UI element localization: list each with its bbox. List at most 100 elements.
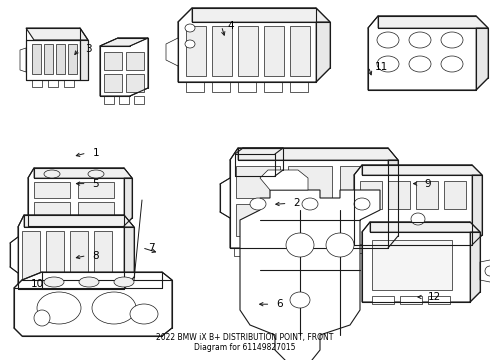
- Ellipse shape: [185, 24, 195, 32]
- Bar: [428, 296, 450, 304]
- Polygon shape: [166, 38, 178, 66]
- Bar: [126, 74, 144, 92]
- Bar: [212, 82, 230, 92]
- Bar: [186, 82, 204, 92]
- Polygon shape: [316, 22, 330, 82]
- Bar: [372, 240, 452, 290]
- Polygon shape: [476, 28, 488, 90]
- Ellipse shape: [114, 277, 134, 287]
- Ellipse shape: [130, 304, 158, 324]
- Bar: [288, 166, 332, 198]
- Bar: [264, 26, 284, 76]
- Bar: [388, 181, 410, 209]
- Bar: [70, 231, 88, 281]
- Bar: [104, 96, 114, 104]
- Bar: [288, 204, 332, 236]
- Bar: [286, 248, 306, 256]
- Bar: [48, 80, 58, 87]
- Ellipse shape: [354, 198, 370, 210]
- Bar: [32, 80, 42, 87]
- Text: 3: 3: [85, 44, 92, 54]
- Polygon shape: [480, 260, 490, 282]
- Ellipse shape: [37, 292, 81, 324]
- Polygon shape: [124, 227, 134, 289]
- Polygon shape: [34, 168, 132, 178]
- Text: 8: 8: [93, 251, 99, 261]
- Bar: [238, 26, 258, 76]
- Ellipse shape: [485, 266, 490, 276]
- Ellipse shape: [34, 310, 50, 326]
- Bar: [78, 182, 114, 198]
- Bar: [264, 82, 282, 92]
- Bar: [46, 231, 64, 281]
- Bar: [290, 82, 308, 92]
- Ellipse shape: [286, 233, 314, 257]
- Bar: [372, 296, 394, 304]
- Polygon shape: [100, 38, 148, 46]
- Polygon shape: [14, 272, 172, 336]
- Bar: [404, 245, 420, 253]
- Polygon shape: [238, 148, 398, 160]
- Bar: [119, 96, 129, 104]
- Bar: [32, 44, 41, 74]
- Bar: [126, 52, 144, 70]
- Bar: [450, 245, 466, 253]
- Polygon shape: [368, 16, 488, 90]
- Ellipse shape: [44, 277, 64, 287]
- Polygon shape: [470, 232, 480, 302]
- Polygon shape: [472, 175, 482, 245]
- Bar: [360, 181, 382, 209]
- Text: 12: 12: [428, 292, 441, 302]
- Ellipse shape: [79, 277, 99, 287]
- Text: 9: 9: [424, 179, 431, 189]
- Ellipse shape: [92, 292, 136, 324]
- Ellipse shape: [44, 170, 60, 178]
- Text: 1: 1: [93, 148, 99, 158]
- Bar: [238, 82, 256, 92]
- Bar: [78, 202, 114, 218]
- Polygon shape: [28, 168, 132, 226]
- Polygon shape: [240, 190, 380, 360]
- Polygon shape: [378, 16, 488, 28]
- Bar: [416, 181, 438, 209]
- Text: 5: 5: [93, 179, 99, 189]
- Polygon shape: [26, 28, 88, 40]
- Text: 6: 6: [276, 299, 283, 309]
- Polygon shape: [370, 222, 480, 232]
- Bar: [186, 26, 206, 76]
- Bar: [22, 231, 40, 281]
- Bar: [340, 204, 384, 236]
- Bar: [44, 44, 53, 74]
- Bar: [134, 96, 144, 104]
- Polygon shape: [354, 165, 482, 245]
- Bar: [427, 245, 443, 253]
- Bar: [94, 231, 112, 281]
- Polygon shape: [20, 48, 26, 72]
- Bar: [34, 182, 70, 198]
- Ellipse shape: [409, 56, 431, 72]
- Bar: [340, 166, 384, 198]
- Polygon shape: [18, 215, 134, 289]
- Ellipse shape: [377, 32, 399, 48]
- Polygon shape: [192, 8, 330, 22]
- Ellipse shape: [250, 198, 266, 210]
- Bar: [400, 296, 422, 304]
- Polygon shape: [362, 222, 480, 302]
- Polygon shape: [100, 38, 148, 96]
- Bar: [236, 166, 280, 198]
- Bar: [239, 156, 271, 172]
- Polygon shape: [10, 237, 18, 273]
- Ellipse shape: [441, 32, 463, 48]
- Ellipse shape: [377, 56, 399, 72]
- Polygon shape: [24, 215, 134, 227]
- Bar: [236, 204, 280, 236]
- Text: 10: 10: [30, 279, 44, 289]
- Bar: [364, 248, 384, 256]
- Polygon shape: [124, 178, 132, 226]
- Bar: [358, 245, 374, 253]
- Ellipse shape: [88, 170, 104, 178]
- Polygon shape: [230, 148, 398, 248]
- Bar: [260, 248, 280, 256]
- Bar: [56, 44, 65, 74]
- Text: 4: 4: [227, 21, 234, 31]
